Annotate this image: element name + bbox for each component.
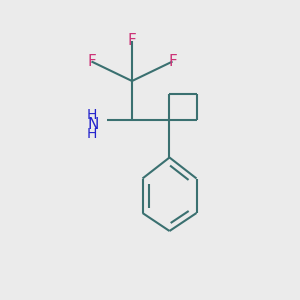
Text: H: H [86, 128, 97, 141]
Text: F: F [87, 54, 96, 69]
Text: H: H [86, 108, 97, 122]
Text: F: F [128, 33, 136, 48]
Text: F: F [168, 54, 177, 69]
Text: N: N [87, 117, 99, 132]
